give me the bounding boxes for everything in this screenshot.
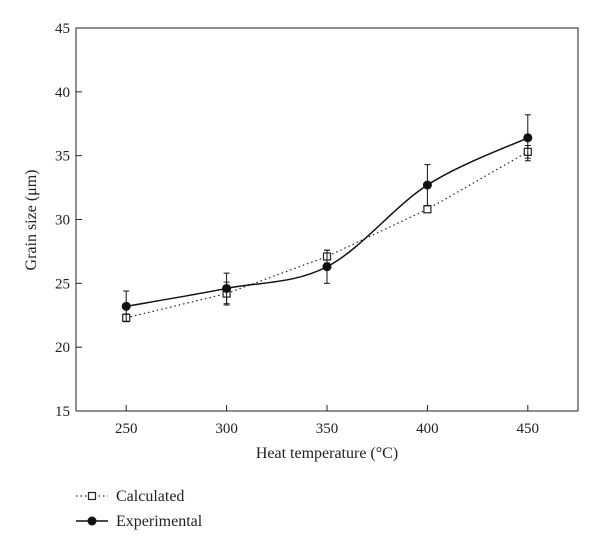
legend-marker-experimental [87, 516, 97, 526]
plot-frame [75, 27, 579, 412]
x-tick-label: 400 [416, 421, 439, 437]
data-point-experimental [322, 262, 332, 272]
x-tick-label: 350 [316, 421, 339, 437]
x-tick-label: 250 [115, 421, 138, 437]
series-calculated [122, 144, 532, 323]
y-tick-label: 20 [55, 340, 70, 356]
y-tick-label: 30 [55, 213, 70, 229]
series-layer [121, 114, 533, 323]
y-tick-label: 15 [55, 404, 70, 420]
legend-marker-calculated [87, 491, 97, 501]
legend: Calculated Experimental [76, 488, 203, 530]
data-point-calculated [423, 205, 432, 214]
legend-label-calculated: Calculated [116, 488, 184, 505]
y-axis-label: Grain size (μm) [23, 170, 40, 271]
legend-item-experimental: Experimental [76, 513, 203, 530]
y-tick-label: 45 [55, 21, 70, 37]
x-tick-label: 450 [517, 421, 540, 437]
x-axis-label: Heat temperature (°C) [256, 445, 398, 462]
y-tick-label: 35 [55, 149, 70, 165]
series-experimental [121, 114, 533, 323]
y-tick-label: 40 [55, 85, 70, 101]
data-point-experimental [222, 283, 232, 293]
legend-label-experimental: Experimental [116, 513, 203, 530]
y-tick-label: 25 [55, 276, 70, 292]
data-point-experimental [121, 301, 131, 311]
series-line-calculated [126, 151, 529, 319]
axis-ticks: 250 300 350 400 450 15 20 25 30 35 40 45 [55, 21, 539, 437]
x-tick-label: 300 [215, 421, 238, 437]
data-point-experimental [422, 180, 432, 190]
legend-item-calculated: Calculated [76, 488, 184, 505]
data-point-experimental [523, 133, 533, 143]
